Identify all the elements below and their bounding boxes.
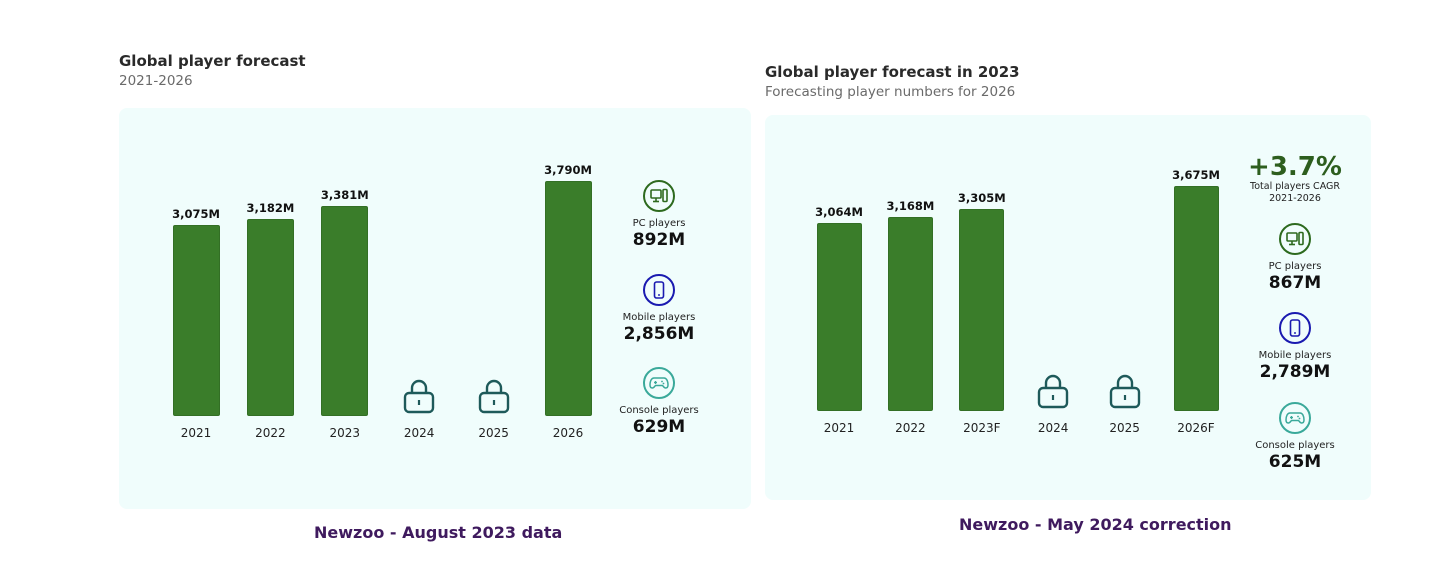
x-tick-label: 2026 [552,426,584,440]
bar-value-label: 3,064M [815,205,863,220]
kpi-label: PC players [632,218,686,229]
bar-value-label: 3,168M [886,199,935,214]
kpi-value: 625M [1268,452,1322,472]
bar-value-label: 3,381M [320,188,369,203]
kpi-label: Mobile players [1258,350,1332,361]
x-tick-label: 2021 [823,421,855,435]
x-tick-label: 2024 [403,426,435,440]
console-icon [643,367,675,399]
left-caption: Newzoo - August 2023 data [314,523,563,542]
left-chart-card: 3,075M 2021 3,182M 2022 3,381M 2023 2024 2025 3,… [119,108,751,509]
mobile-icon [1279,312,1311,344]
x-tick-label: 2023 [329,426,361,440]
kpi-value: 867M [1268,273,1322,293]
lock-icon [478,378,510,418]
x-tick-label: 2022 [895,421,926,435]
lock-icon [1037,373,1069,413]
bar-2022 [887,217,933,411]
bar-value-label: 3,675M [1172,168,1220,182]
left-kpi-console: Console players 629M [599,367,719,437]
left-kpi-pc: PC players 892M [599,180,719,250]
bar-2026F [1173,186,1219,411]
lock-icon [1109,373,1141,413]
right-kpi-pc: PC players 867M [1235,223,1355,293]
right-kpi-mobile: Mobile players 2,789M [1235,312,1355,382]
kpi-value: 629M [632,417,686,437]
bar-2026 [544,181,592,416]
kpi-value: 2,856M [623,324,695,344]
cagr-block: +3.7% Total players CAGR 2021-2026 [1225,153,1365,205]
console-icon [1279,402,1311,434]
right-chart-title: Global player forecast in 2023 [765,63,1020,81]
cagr-range: 2021-2026 [1269,193,1321,204]
kpi-label: Mobile players [622,312,696,323]
right-caption: Newzoo - May 2024 correction [959,515,1232,534]
kpi-label: PC players [1268,261,1322,272]
x-tick-label: 2021 [180,426,212,440]
right-chart-subtitle: Forecasting player numbers for 2026 [765,84,1016,100]
left-chart-subtitle: 2021-2026 [119,73,193,89]
x-tick-label: 2026F [1177,421,1215,435]
kpi-value: 2,789M [1259,362,1331,382]
x-tick-label: 2025 [1109,421,1140,435]
right-chart-card: 3,064M 2021 3,168M 2022 3,305M 2023F 2024 2025 3… [765,115,1371,500]
pc-icon [643,180,675,212]
pc-icon [1279,223,1311,255]
kpi-label: Console players [1255,440,1335,451]
left-kpi-mobile: Mobile players 2,856M [599,274,719,344]
cagr-value: +3.7% [1248,152,1342,182]
mobile-icon [643,274,675,306]
x-tick-label: 2025 [478,426,509,440]
bar-2023F [959,208,1005,411]
bar-2021 [816,223,862,411]
x-tick-label: 2024 [1037,421,1069,435]
bar-value-label: 3,790M [544,163,592,177]
bar-2022 [246,218,294,416]
kpi-label: Console players [619,405,699,416]
kpi-value: 892M [632,230,686,250]
right-kpi-console: Console players 625M [1235,402,1355,472]
lock-icon [403,378,435,418]
left-chart-title: Global player forecast [119,52,306,70]
bar-2021 [172,225,220,416]
x-tick-label: 2022 [255,426,286,440]
cagr-label: Total players CAGR [1250,181,1340,192]
bar-value-label: 3,305M [957,190,1006,205]
bar-value-label: 3,182M [246,200,295,215]
bar-2023 [321,206,369,416]
x-tick-label: 2023F [963,421,1001,435]
bar-value-label: 3,075M [172,207,220,222]
